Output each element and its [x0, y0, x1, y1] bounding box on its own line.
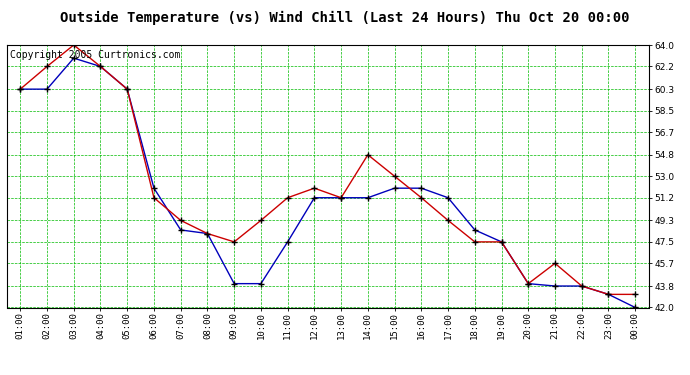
Text: Copyright 2005 Curtronics.com: Copyright 2005 Curtronics.com — [10, 50, 181, 60]
Text: Outside Temperature (vs) Wind Chill (Last 24 Hours) Thu Oct 20 00:00: Outside Temperature (vs) Wind Chill (Las… — [60, 11, 630, 26]
